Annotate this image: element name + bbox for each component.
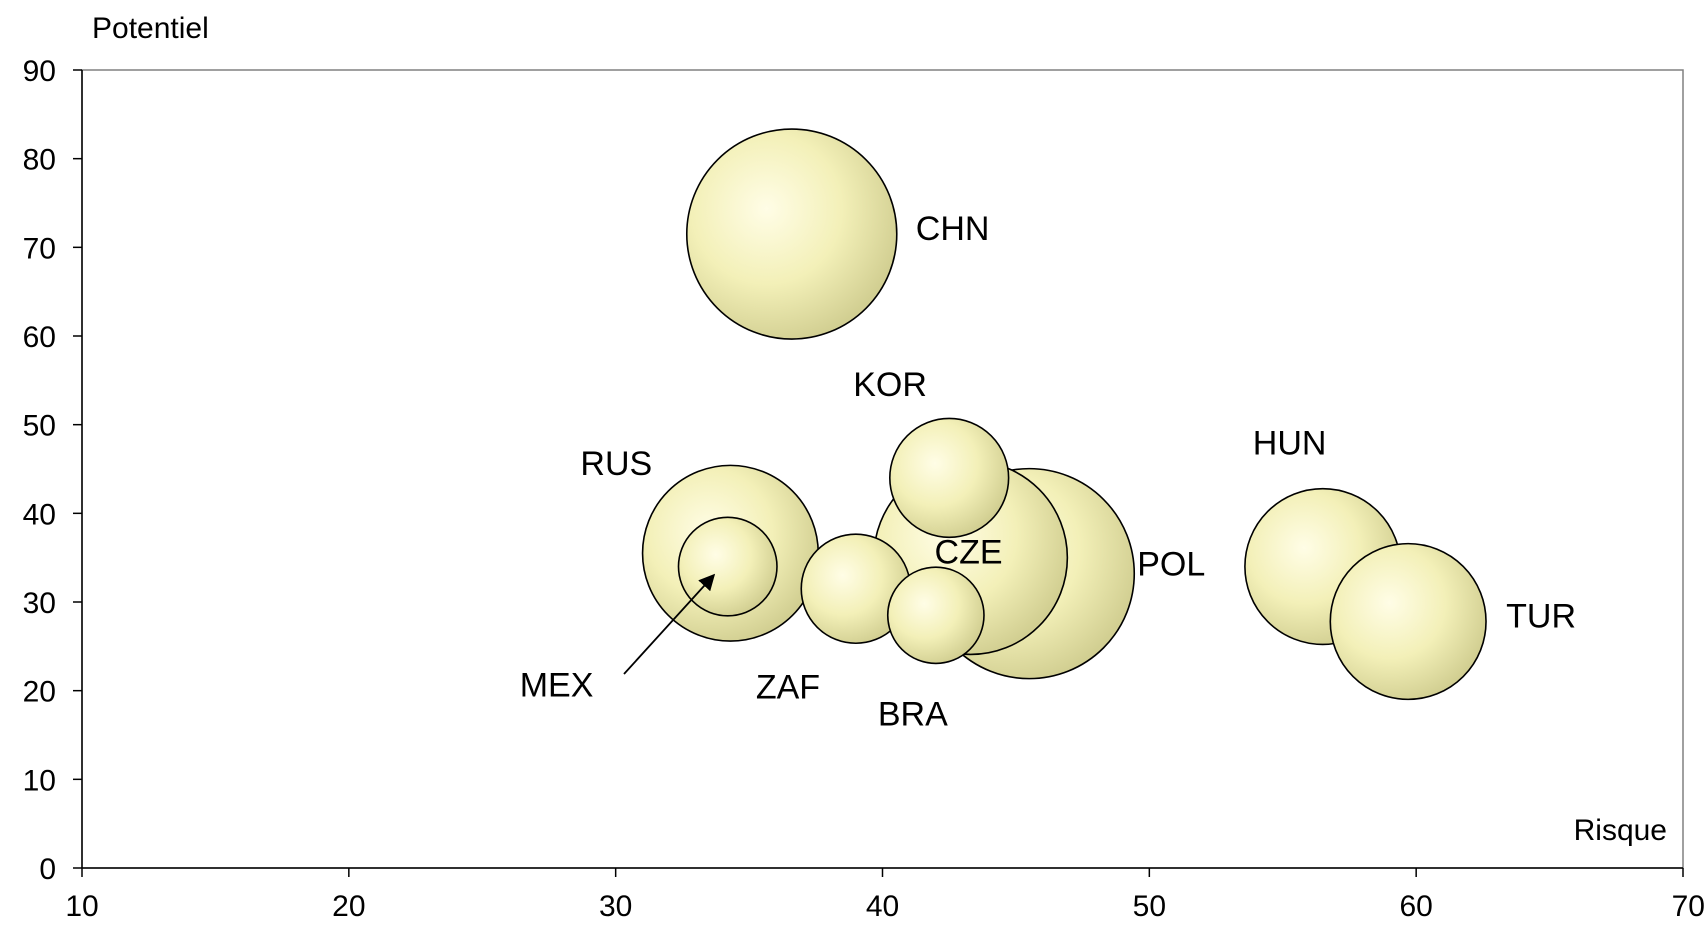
bubble-chn [685, 128, 898, 340]
y-tick-label: 60 [23, 321, 56, 354]
x-axis-title: Risque [1574, 814, 1667, 847]
y-tick-label: 30 [23, 587, 56, 620]
mex-pointer-arrow [623, 573, 716, 675]
y-tick-label: 80 [23, 144, 56, 177]
bubble-label-zaf: ZAF [756, 669, 820, 707]
bubble-bra [886, 566, 985, 665]
bubble-label-pol: POL [1137, 546, 1205, 584]
x-tick-label: 60 [1399, 890, 1432, 923]
bubble-mex [677, 516, 778, 617]
bubbles [641, 128, 1487, 701]
x-tick-label: 10 [65, 890, 98, 923]
bubble-label-rus: RUS [580, 445, 652, 483]
bubble-tur [1329, 542, 1487, 701]
y-tick-label: 70 [23, 232, 56, 265]
y-tick-label: 90 [23, 55, 56, 88]
bubble-label-kor: KOR [853, 366, 927, 404]
y-tick-label: 40 [23, 498, 56, 531]
x-tick-label: 30 [599, 890, 632, 923]
bubble-label-mex: MEX [520, 667, 594, 705]
y-tick-label: 50 [23, 410, 56, 443]
y-tick-label: 20 [23, 676, 56, 709]
bubble-label-bra: BRA [878, 695, 948, 733]
bubble-labels: CHN POL CZE RUS HUN TUR KOR ZAF MEX BRA [520, 210, 1576, 733]
y-axis-title: Potentiel [92, 12, 209, 45]
x-tick-label: 20 [332, 890, 365, 923]
bubble-label-chn: CHN [916, 210, 990, 248]
x-tick-label: 40 [866, 890, 899, 923]
bubble-kor [889, 417, 1010, 539]
bubble-label-cze: CZE [935, 534, 1003, 572]
x-tick-label: 50 [1133, 890, 1166, 923]
bubble-label-tur: TUR [1506, 598, 1576, 636]
y-tick-label: 0 [39, 853, 56, 886]
y-tick-label: 10 [23, 764, 56, 797]
axes: 0 10 20 30 40 50 60 70 80 90 10 20 30 40 50 60 70 [23, 55, 1705, 923]
x-tick-label: 70 [1672, 890, 1705, 923]
bubble-label-hun: HUN [1253, 425, 1327, 463]
